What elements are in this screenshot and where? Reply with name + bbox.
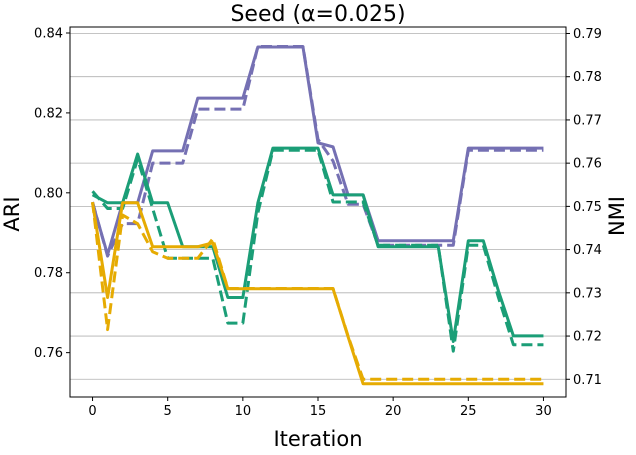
y-tick-label-right: 0.79 xyxy=(573,27,602,42)
y-tick-label-right: 0.76 xyxy=(573,157,602,172)
y-tick-label-right: 0.75 xyxy=(573,200,602,215)
x-axis-label: Iteration xyxy=(273,427,362,451)
x-tick-label: 0 xyxy=(88,404,96,419)
series-line-3-solid xyxy=(91,146,544,343)
x-tick-label: 5 xyxy=(164,404,172,419)
x-tick-label: 10 xyxy=(235,404,252,419)
y-axis-label-right: NMI xyxy=(605,196,629,236)
y-tick-label-right: 0.78 xyxy=(573,70,602,85)
x-tick-label: 20 xyxy=(385,404,402,419)
y-tick-label-right: 0.77 xyxy=(573,113,602,128)
y-tick-label-right: 0.73 xyxy=(573,286,602,301)
y-axis-label-left: ARI xyxy=(0,196,24,231)
y-tick-label-left: 0.80 xyxy=(34,186,63,201)
x-tick-label: 30 xyxy=(535,404,552,419)
x-tick-label: 25 xyxy=(460,404,477,419)
y-tick-label-left: 0.76 xyxy=(34,346,63,361)
chart-title: Seed (α=0.025) xyxy=(230,2,405,27)
axis-ticks: 0 5 10 15 20 25 30 0.76 0.78 0.80 0.82 0.84 0.71 0.72… xyxy=(34,26,602,419)
y-tick-label-right: 0.74 xyxy=(573,243,602,258)
series-lines xyxy=(91,44,544,386)
series-line-1-solid xyxy=(91,45,544,257)
x-tick-label: 15 xyxy=(310,404,327,419)
plot-background xyxy=(70,27,566,397)
y-tick-label-left: 0.82 xyxy=(34,106,63,121)
series-line-2-dashed xyxy=(91,44,544,258)
y-tick-label-left: 0.78 xyxy=(34,266,63,281)
y-tick-label-right: 0.72 xyxy=(573,330,602,345)
series-line-6-dashed xyxy=(91,201,544,381)
y-tick-label-left: 0.84 xyxy=(34,26,63,41)
y-tick-label-right: 0.71 xyxy=(573,373,602,388)
